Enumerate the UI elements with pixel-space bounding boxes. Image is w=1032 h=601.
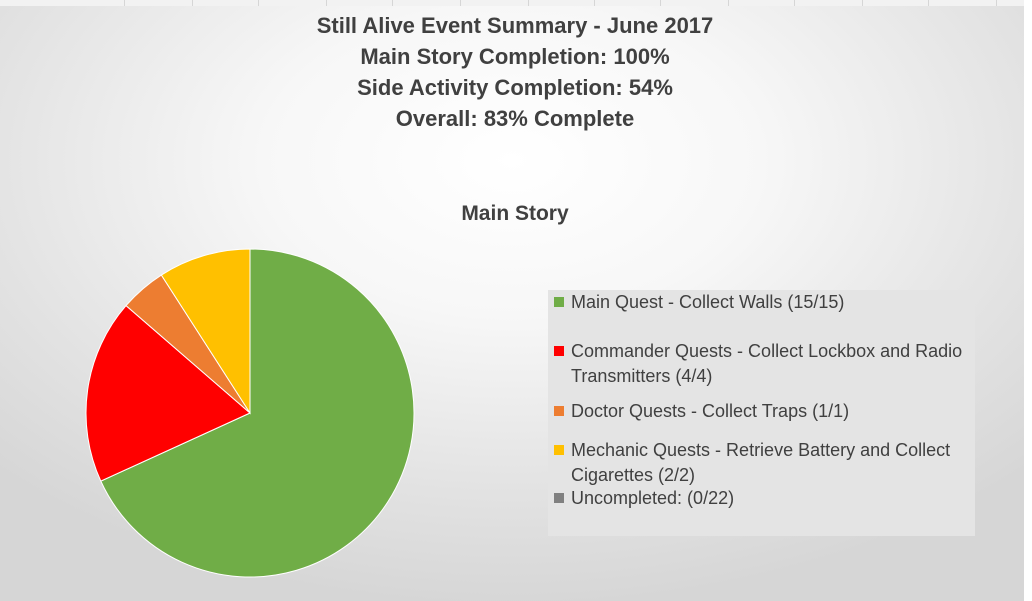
legend-swatch-4	[554, 493, 564, 503]
legend-label-2: Doctor Quests - Collect Traps (1/1)	[571, 401, 850, 421]
legend-label-3: Mechanic Quests - Retrieve Battery and C…	[571, 440, 951, 485]
spreadsheet-gridlines	[0, 0, 1032, 8]
pie-slice-3[interactable]	[160, 248, 251, 415]
summary-line-overall: Overall: 83% Complete	[395, 106, 635, 131]
legend-swatch-3	[554, 445, 564, 455]
summary-line-event: Still Alive Event Summary - June 2017	[316, 13, 714, 38]
legend-swatch-2	[554, 406, 564, 416]
legend-item-4[interactable]: Uncompleted: (0/22)	[554, 486, 972, 511]
pie-slice-0[interactable]	[100, 248, 415, 578]
legend-swatch-0	[554, 297, 564, 307]
legend-swatch-1	[554, 346, 564, 356]
summary-line-main-story: Main Story Completion: 100%	[360, 44, 670, 69]
legend-item-2[interactable]: Doctor Quests - Collect Traps (1/1)	[554, 399, 972, 424]
legend-label-0: Main Quest - Collect Walls (15/15)	[571, 292, 845, 312]
legend-label-4: Uncompleted: (0/22)	[571, 488, 735, 508]
legend-item-1[interactable]: Commander Quests - Collect Lockbox and R…	[554, 339, 972, 389]
summary-title: Still Alive Event Summary - June 2017 Ma…	[0, 10, 1030, 134]
legend-label-1: Commander Quests - Collect Lockbox and R…	[571, 341, 963, 386]
chart-legend[interactable]: Main Quest - Collect Walls (15/15) Comman…	[548, 290, 975, 536]
sheet-edge	[1024, 0, 1032, 601]
pie-slice-1[interactable]	[85, 304, 251, 482]
legend-item-3[interactable]: Mechanic Quests - Retrieve Battery and C…	[554, 438, 972, 488]
legend-item-0[interactable]: Main Quest - Collect Walls (15/15)	[554, 290, 972, 315]
summary-line-side-activity: Side Activity Completion: 54%	[357, 75, 673, 100]
chart-title: Main Story	[461, 202, 569, 225]
